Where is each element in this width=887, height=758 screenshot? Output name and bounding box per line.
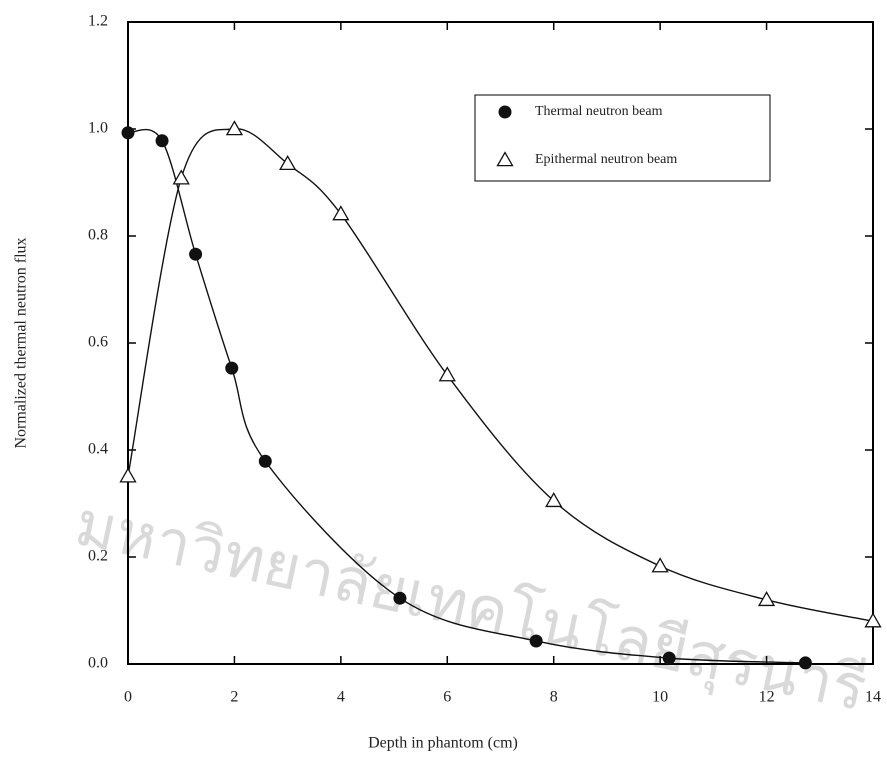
y-tick-label: 1.2	[88, 13, 108, 30]
data-point	[189, 247, 203, 261]
data-point	[545, 492, 563, 508]
data-point	[864, 612, 882, 628]
legend-marker	[498, 105, 512, 119]
x-tick-label: 0	[124, 689, 132, 706]
data-point	[529, 634, 543, 648]
series-line	[127, 128, 806, 664]
data-point	[225, 361, 239, 375]
data-point	[258, 454, 272, 468]
data-point	[757, 590, 776, 607]
x-tick-label: 10	[652, 689, 668, 706]
data-point	[121, 126, 135, 140]
data-point	[438, 366, 456, 382]
x-tick-label: 6	[443, 689, 451, 706]
data-point	[332, 205, 350, 221]
y-tick-label: 1.0	[88, 120, 108, 137]
data-point	[172, 169, 190, 185]
legend-marker	[496, 151, 514, 167]
data-point	[279, 154, 297, 171]
x-tick-label: 14	[865, 689, 881, 706]
data-point	[393, 591, 407, 605]
y-tick-label: 0.8	[88, 227, 108, 244]
x-tick-label: 12	[759, 689, 775, 706]
data-point	[651, 557, 669, 573]
legend-label: Epithermal neutron beam	[535, 152, 677, 167]
legend-box	[474, 94, 771, 182]
x-axis-label: Depth in phantom (cm)	[368, 735, 518, 752]
y-tick-label: 0.4	[88, 441, 108, 458]
x-tick-label: 8	[550, 689, 558, 706]
data-point	[119, 467, 137, 483]
data-point	[798, 656, 812, 670]
x-tick-label: 4	[337, 689, 345, 706]
x-tick-label: 2	[230, 689, 238, 706]
data-point	[155, 134, 169, 148]
legend-label: Thermal neutron beam	[535, 104, 663, 119]
data-point	[225, 120, 244, 136]
y-tick-label: 0.6	[88, 334, 108, 351]
watermark: มหาวิทยาลัยเทคโนโลยีสุรนารี	[69, 486, 873, 726]
y-tick-label: 0.0	[88, 655, 108, 672]
data-point	[662, 651, 676, 665]
y-tick-label: 0.2	[88, 548, 108, 565]
y-axis-label: Normalized thermal neutron flux	[13, 237, 30, 448]
